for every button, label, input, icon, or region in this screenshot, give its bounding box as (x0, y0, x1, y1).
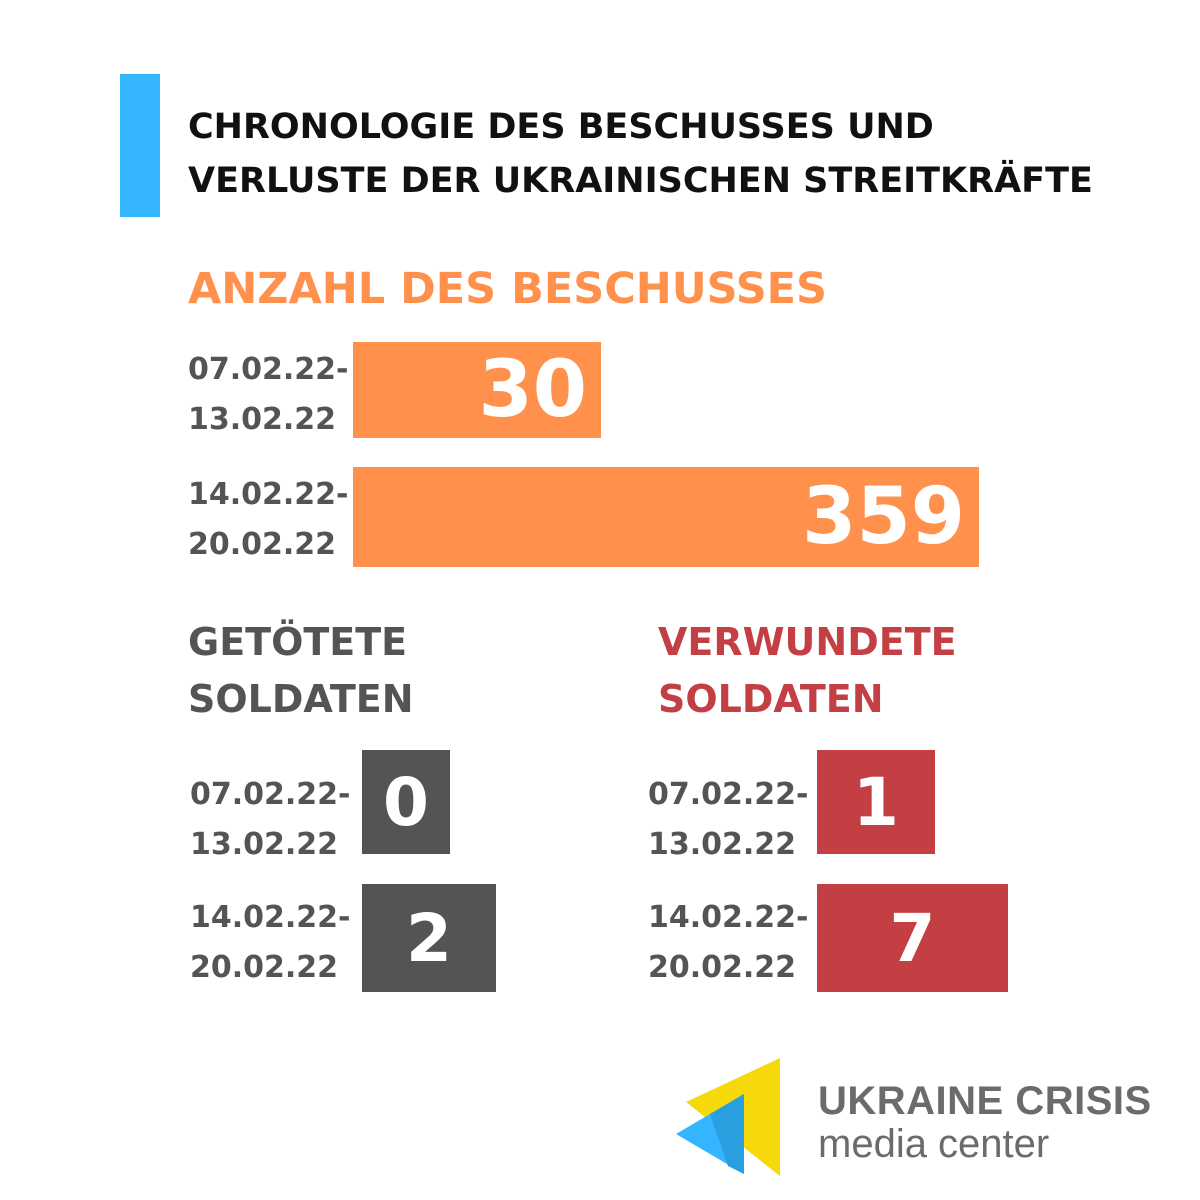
bar-2-0: 1 (817, 750, 935, 854)
period-label-line: 13.02.22 (188, 402, 337, 437)
period-label-line: 14.02.22- (190, 900, 351, 935)
wounded-chart-title: VERWUNDETE SOLDATEN (658, 614, 957, 728)
bar-value-label: 2 (406, 899, 452, 977)
logo-line-1: UKRAINE CRISIS (818, 1079, 1152, 1123)
bar-value-label: 7 (889, 899, 936, 977)
period-label-line: 20.02.22 (188, 527, 337, 562)
period-label-line: 07.02.22- (648, 777, 809, 812)
period-label-line: 07.02.22- (190, 777, 351, 812)
killed-chart-title: GETÖTETE SOLDATEN (188, 614, 414, 728)
title-line-2: VERLUSTE DER UKRAINISCHEN STREITKRÄFTE (188, 161, 1093, 201)
logo-line-2: media center (818, 1122, 1050, 1166)
wounded-title-line-1: VERWUNDETE (658, 620, 957, 664)
period-label-line: 14.02.22- (188, 477, 349, 512)
bar-value-label: 359 (802, 472, 965, 562)
page-title: CHRONOLOGIE DES BESCHUSSES UND VERLUSTE … (188, 100, 1188, 208)
period-label-line: 14.02.22- (648, 900, 809, 935)
bar-value-label: 0 (383, 763, 429, 841)
killed-period-label-1: 07.02.22- 13.02.22 (190, 770, 351, 870)
period-label-line: 07.02.22- (188, 352, 349, 387)
wounded-period-label-2: 14.02.22- 20.02.22 (648, 893, 809, 993)
wounded-period-label-1: 07.02.22- 13.02.22 (648, 770, 809, 870)
period-label-line: 20.02.22 (648, 950, 797, 985)
shelling-period-label-2: 14.02.22- 20.02.22 (188, 470, 349, 570)
period-label-line: 20.02.22 (190, 950, 339, 985)
ukraine-crisis-logo (676, 1058, 780, 1176)
accent-bar (120, 74, 160, 217)
killed-period-label-2: 14.02.22- 20.02.22 (190, 893, 351, 993)
bar-value-label: 1 (853, 763, 899, 841)
period-label-line: 13.02.22 (648, 827, 797, 862)
bar-value-label: 30 (478, 345, 587, 435)
shelling-chart-title: ANZAHL DES BESCHUSSES (188, 264, 828, 314)
killed-title-line-1: GETÖTETE (188, 620, 408, 664)
logo-blue-shade (710, 1094, 744, 1174)
shelling-period-label-1: 07.02.22- 13.02.22 (188, 345, 349, 445)
wounded-title-line-2: SOLDATEN (658, 677, 884, 721)
killed-title-line-2: SOLDATEN (188, 677, 414, 721)
logo-wordmark: UKRAINE CRISIS media center (818, 1078, 1152, 1164)
bar-2-1: 7 (817, 884, 1008, 992)
bar-0-1: 359 (353, 467, 979, 567)
period-label-line: 13.02.22 (190, 827, 339, 862)
bar-0-0: 30 (353, 342, 601, 438)
bar-1-1: 2 (362, 884, 496, 992)
bar-1-0: 0 (362, 750, 450, 854)
title-line-1: CHRONOLOGIE DES BESCHUSSES UND (188, 107, 934, 147)
